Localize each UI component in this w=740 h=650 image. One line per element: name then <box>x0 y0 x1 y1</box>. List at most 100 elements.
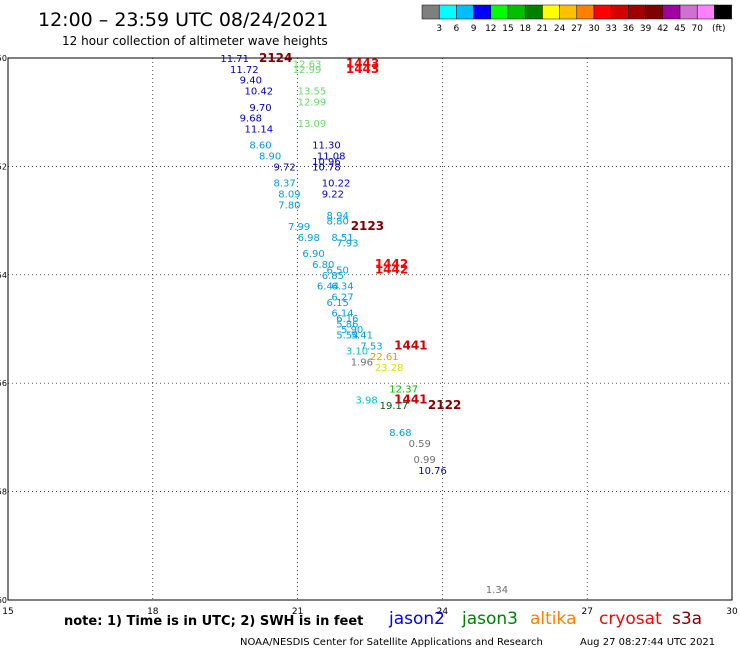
colorbar-swatch <box>645 4 664 20</box>
wave-height-label: 8.68 <box>389 428 411 439</box>
wave-height-label: 12.63 <box>293 59 322 70</box>
pass-time-label: 1443 <box>346 56 379 70</box>
colorbar-swatch <box>438 4 457 20</box>
x-tick-label: 15 <box>2 607 13 617</box>
colorbar-swatch <box>559 4 578 20</box>
colorbar-label: 39 <box>640 24 652 34</box>
wave-height-label: 11.72 <box>230 65 259 76</box>
wave-height-label: 13.09 <box>298 119 327 130</box>
wave-height-label: 6.80 <box>312 260 334 271</box>
satellite-legend: jason2 jason3 altika cryosat s3a <box>388 609 702 629</box>
wave-height-label: 5.41 <box>351 330 373 341</box>
wave-height-label: 6.27 <box>331 292 353 303</box>
pass-time-label: 2123 <box>351 219 384 233</box>
wave-height-label: 6.44 <box>317 282 339 293</box>
colorbar-label: 45 <box>674 24 685 34</box>
colorbar-label: 33 <box>605 24 616 34</box>
colorbar-swatch <box>473 4 492 20</box>
y-tick-label: -52 <box>0 162 7 171</box>
colorbar-label: 18 <box>519 24 531 34</box>
wave-height-label: 10.42 <box>245 87 274 98</box>
wave-height-label: 10.78 <box>312 162 341 173</box>
wave-height-label: 10.76 <box>418 466 447 477</box>
wave-height-label: 7.53 <box>360 341 382 352</box>
pass-time-label: 1443 <box>346 62 379 76</box>
colorbar-unit: (ft) <box>712 24 726 34</box>
wave-height-label: 11.14 <box>245 124 274 135</box>
page-subtitle: 12 hour collection of altimeter wave hei… <box>62 34 328 48</box>
satellite-legend-cryosat: cryosat <box>599 609 662 629</box>
wave-height-label: 6.34 <box>331 282 353 293</box>
wave-height-label: 7.80 <box>278 200 300 211</box>
x-tick-label: 21 <box>292 607 303 617</box>
colorbar-swatch <box>696 4 715 20</box>
colorbar-swatch <box>628 4 646 20</box>
x-tick-label: 24 <box>437 607 449 617</box>
colorbar-swatch <box>524 4 543 20</box>
wave-height-label: 3.98 <box>356 395 378 406</box>
pass-time-label: 1441 <box>394 392 427 406</box>
colorbar-legend: 3 6 9 12 15 18 21 24 27 30 33 36 39 42 45 70 <box>421 4 732 34</box>
colorbar-label: 12 <box>485 24 496 34</box>
wave-height-label: 8.80 <box>327 217 349 228</box>
wave-height-label: 1.34 <box>486 585 508 596</box>
x-tick-label: 18 <box>147 607 159 617</box>
wave-height-label: 5.54 <box>336 330 358 341</box>
colorbar-swatch <box>421 4 440 20</box>
wave-height-label: 6.98 <box>298 233 320 244</box>
wave-height-label: 13.55 <box>298 87 327 98</box>
pass-time-label: 1442 <box>375 257 408 271</box>
pass-time-label: 2124 <box>259 51 292 65</box>
map-grid <box>8 58 733 600</box>
wave-height-label: 12.99 <box>298 97 327 108</box>
page-title: 12:00 – 23:59 UTC 08/24/2021 <box>38 9 328 31</box>
footer-timestamp: Aug 27 08:27:44 UTC 2021 <box>580 637 715 648</box>
wave-height-label: 5.86 <box>336 320 358 331</box>
satellite-legend-jason2: jason2 <box>388 609 445 629</box>
wave-height-label: 9.70 <box>249 103 271 114</box>
y-tick-label: -56 <box>0 379 7 388</box>
colorbar-swatch <box>593 4 612 20</box>
wave-height-label: 6.90 <box>302 249 324 260</box>
footer-credit: NOAA/NESDIS Center for Satellite Applica… <box>240 637 543 648</box>
wave-height-label: 5.90 <box>341 325 363 336</box>
colorbar-label: 9 <box>471 24 477 34</box>
colorbar-label: 3 <box>436 24 442 34</box>
pass-time-label: 1442 <box>375 262 408 276</box>
wave-height-label: 9.68 <box>240 114 262 125</box>
wave-height-label: 11.71 <box>220 54 249 65</box>
wave-height-label: 11.30 <box>312 141 341 152</box>
wave-height-label: 9.22 <box>322 190 344 201</box>
y-tick-label: -60 <box>0 596 7 605</box>
y-tick-label: -58 <box>0 488 7 497</box>
wave-height-label: 12.99 <box>293 65 322 76</box>
colorbar-swatch <box>490 4 509 20</box>
wave-height-label: 11.08 <box>317 152 346 163</box>
x-tick-label: 27 <box>581 607 592 617</box>
colorbar-swatch <box>576 4 595 20</box>
wave-height-label: 6.15 <box>327 298 349 309</box>
wave-height-label: 23.28 <box>375 363 404 374</box>
satellite-legend-altika: altika <box>530 609 577 629</box>
wave-height-label: 9.40 <box>240 76 262 87</box>
colorbar-label: 24 <box>554 24 566 34</box>
wave-height-label: 10.22 <box>322 179 351 190</box>
wave-height-label: 6.16 <box>336 314 358 325</box>
pass-time-label: 2122 <box>428 398 461 412</box>
colorbar-label: 15 <box>502 24 513 34</box>
wave-height-label: 8.09 <box>278 190 300 201</box>
wave-height-label: 12.37 <box>389 385 418 396</box>
wave-height-label: 1.96 <box>351 358 373 369</box>
colorbar-swatch <box>507 4 526 20</box>
wave-height-label: 9.72 <box>273 162 295 173</box>
wave-height-label: 0.99 <box>413 455 435 466</box>
colorbar-label: 6 <box>454 24 460 34</box>
x-tick-label: 30 <box>726 607 738 617</box>
pass-time-label: 1441 <box>394 338 427 352</box>
y-tick-label: -50 <box>0 54 7 63</box>
colorbar-label: 36 <box>623 24 635 34</box>
